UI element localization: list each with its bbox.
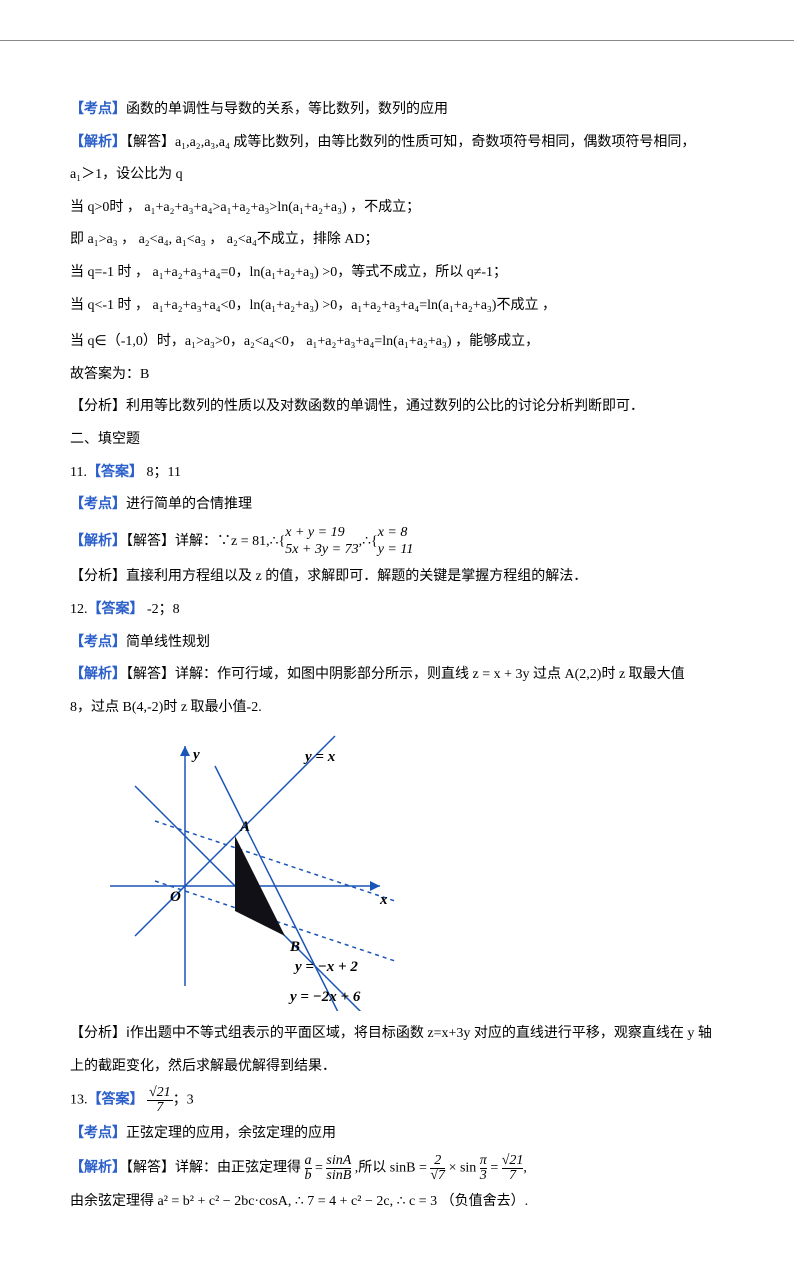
label-kaodian: 【考点】 xyxy=(70,102,126,117)
eq2a: x = 8 xyxy=(378,525,408,540)
f5t: √21 xyxy=(502,1154,524,1169)
q12kd-text: 简单线性规划 xyxy=(126,635,210,650)
p5: 当 q=-1 时 ， a₁+a₂+a₃+a₄=0，ln(a₁+a₂+a₃) >0… xyxy=(70,260,724,287)
q11kd: 【考点】进行简单的合情推理 xyxy=(70,492,724,519)
q11fx: 【分析】直接利用方程组以及 z 的值，求解即可．解题的关键是掌握方程组的解法． xyxy=(70,564,724,591)
svg-text:x: x xyxy=(379,892,388,908)
q12jx2: 8，过点 B(4,-2)时 z 取最小值-2. xyxy=(70,695,724,722)
p7: 当 q∈（-1,0）时，a₁>a₃>0，a₂<a₄<0， a₁+a₂+a₃+a₄… xyxy=(70,329,724,356)
label-jiexi: 【解析】 xyxy=(70,135,126,150)
q13-tail: ；3 xyxy=(173,1093,194,1108)
svg-text:y = x: y = x xyxy=(303,749,336,765)
svg-text:y = −x + 2: y = −x + 2 xyxy=(293,959,358,975)
q13-frac: √21 7 xyxy=(147,1086,173,1115)
frac5: √217 xyxy=(502,1154,524,1183)
q13-num: 13. xyxy=(70,1093,88,1108)
q13jx: 【解析】【解答】详解：由正弦定理得 ab = sinAsinB ,所以 sinB… xyxy=(70,1154,724,1183)
q13jx-pre: 【解答】详解：由正弦定理得 xyxy=(126,1161,305,1176)
f5b: 7 xyxy=(502,1169,524,1183)
p3: 当 q>0时 ， a₁+a₂+a₃+a₄>a₁+a₂+a₃>ln(a₁+a₂+a… xyxy=(70,195,724,222)
q13-ft: √21 xyxy=(147,1086,173,1101)
frac2: sinAsinB xyxy=(326,1154,351,1183)
q13kd-text: 正弦定理的应用，余弦定理的应用 xyxy=(126,1126,336,1141)
q13line2: 由余弦定理得 a² = b² + c² − 2bc·cosA, ∴ 7 = 4 … xyxy=(70,1189,724,1216)
p6: 当 q<-1 时 ， a₁+a₂+a₃+a₄<0，ln(a₁+a₂+a₃) >0… xyxy=(70,293,724,320)
q11jx-sys1: x + y = 19 5x + 3y = 73 xyxy=(285,525,358,559)
q12kd: 【考点】简单线性规划 xyxy=(70,630,724,657)
eq1a: x + y = 19 xyxy=(285,525,344,540)
p2-t1: 【解答】a₁,a₂,a₃,a₄ 成等比数列，由等比数列的性质可知，奇数项符号相同… xyxy=(126,135,695,150)
q12jx: 【解析】【解答】详解：作可行域，如图中阴影部分所示，则直线 z = x + 3y… xyxy=(70,662,724,689)
p2: 【解析】【解答】a₁,a₂,a₃,a₄ 成等比数列，由等比数列的性质可知，奇数项… xyxy=(70,130,724,157)
chart-svg: y x O A By = x y = −x + 2 y = −2x + 6 xyxy=(100,731,400,1011)
svg-text:O: O xyxy=(170,889,181,905)
p1: 【考点】函数的单调性与导数的关系，等比数列，数列的应用 xyxy=(70,97,724,124)
q13kd: 【考点】正弦定理的应用，余弦定理的应用 xyxy=(70,1121,724,1148)
p2b: a₁＞1，设公比为 q xyxy=(70,162,724,189)
q12fx1: 【分析】ⅰ作出题中不等式组表示的平面区域，将目标函数 z=x+3y 对应的直线进… xyxy=(70,1021,724,1048)
linear-prog-chart: y x O A By = x y = −x + 2 y = −2x + 6 xyxy=(100,731,724,1011)
p1-text: 函数的单调性与导数的关系，等比数列，数列的应用 xyxy=(126,102,448,117)
eq1: = xyxy=(312,1161,327,1176)
q12-num: 12. xyxy=(70,602,88,617)
q11jx-mid: ,∴{ xyxy=(359,534,378,549)
q12kd-label: 【考点】 xyxy=(70,635,126,650)
section-fill: 二、填空题 xyxy=(70,427,724,454)
q11: 11.【答案】 8；11 xyxy=(70,460,724,487)
f1b: b xyxy=(305,1169,312,1183)
q11kd-text: 进行简单的合情推理 xyxy=(126,497,252,512)
q11-text: 8；11 xyxy=(143,465,181,480)
q13jx-end: , xyxy=(523,1161,527,1176)
q11jx-label: 【解析】 xyxy=(70,534,126,549)
f3t: 2 xyxy=(430,1154,445,1169)
f2t: sinA xyxy=(326,1154,351,1169)
frac4: π3 xyxy=(480,1154,487,1183)
eq2b: y = 11 xyxy=(378,542,414,557)
q13jx-label: 【解析】 xyxy=(70,1161,126,1176)
q13: 13.【答案】 √21 7 ；3 xyxy=(70,1086,724,1115)
q12jx-t1: 【解答】详解：作可行域，如图中阴影部分所示，则直线 z = x + 3y 过点 … xyxy=(126,667,685,682)
q13-label: 【答案】 xyxy=(88,1093,144,1108)
frac3: 2√7 xyxy=(430,1154,445,1183)
p8: 故答案为：B xyxy=(70,362,724,389)
q11jx-sys2: x = 8 y = 11 xyxy=(378,525,414,559)
frac1: ab xyxy=(305,1154,312,1183)
svg-text:A: A xyxy=(239,819,250,835)
f4t: π xyxy=(480,1154,487,1169)
svg-text:B: B xyxy=(289,939,300,955)
q11jx: 【解析】【解答】详解：∵z = 81,∴{x + y = 19 5x + 3y =… xyxy=(70,525,724,559)
q11jx-pre: 【解答】详解：∵z = 81,∴{ xyxy=(126,534,285,549)
q11kd-label: 【考点】 xyxy=(70,497,126,512)
q12-text: -2；8 xyxy=(144,602,180,617)
f2b: sinB xyxy=(326,1169,351,1183)
f3b: √7 xyxy=(430,1169,445,1183)
p9: 【分析】利用等比数列的性质以及对数函数的单调性，通过数列的公比的讨论分析判断即可… xyxy=(70,394,724,421)
q11-num: 11. xyxy=(70,465,87,480)
q11-label: 【答案】 xyxy=(87,465,143,480)
q13kd-label: 【考点】 xyxy=(70,1126,126,1141)
p4: 即 a₁>a₃ ， a₂<a₄, a₁<a₃ ， a₂<a₄不成立，排除 AD； xyxy=(70,227,724,254)
q12: 12.【答案】 -2；8 xyxy=(70,597,724,624)
q13jx-mid: ,所以 sinB = xyxy=(351,1161,430,1176)
q13-fb: 7 xyxy=(147,1101,173,1115)
q12-label: 【答案】 xyxy=(88,602,144,617)
f1t: a xyxy=(305,1154,312,1169)
f4b: 3 xyxy=(480,1169,487,1183)
svg-text:y: y xyxy=(191,747,200,763)
eq2: = xyxy=(487,1161,502,1176)
q12jx-label: 【解析】 xyxy=(70,667,126,682)
q12fx2: 上的截距变化，然后求解最优解得到结果． xyxy=(70,1054,724,1081)
svg-text:y = −2x + 6: y = −2x + 6 xyxy=(288,989,361,1005)
eq1b: 5x + 3y = 73 xyxy=(285,542,358,557)
times: × sin xyxy=(445,1161,480,1176)
